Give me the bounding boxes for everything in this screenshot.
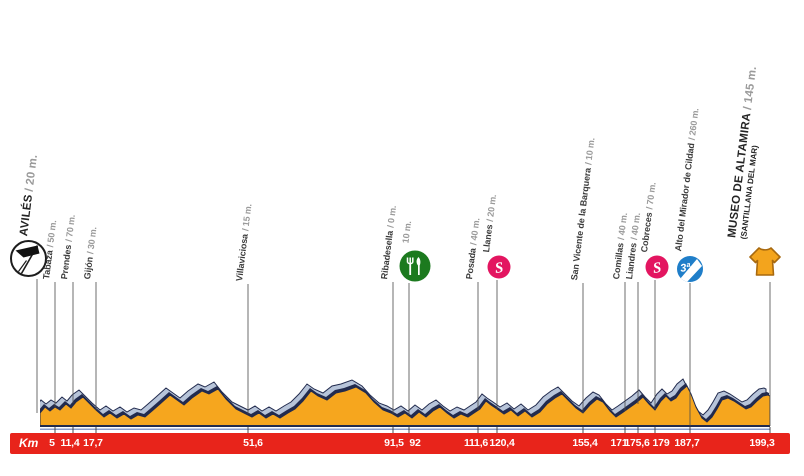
svg-text:S: S: [494, 260, 504, 277]
km-mark: 91,5: [384, 437, 404, 449]
km-distance-bar: Km 5 11,4 17,7 51,6 91,5 92 111,6 120,4 …: [10, 433, 790, 454]
km-mark: 155,4: [572, 437, 598, 449]
km-mark: 175,6: [624, 437, 650, 449]
terrain-graphic: [40, 378, 770, 427]
km-mark: 171: [610, 437, 628, 449]
svg-text:S: S: [652, 260, 662, 277]
km-unit-label: Km: [19, 436, 39, 450]
start-flag-icon: [10, 240, 47, 277]
category-3-climb-icon: 3ª: [677, 256, 703, 282]
km-mark: 51,6: [243, 437, 263, 449]
feed-zone-icon: [399, 250, 431, 282]
km-mark: 92: [409, 437, 421, 449]
sprint-icon-cobreces: S: [645, 255, 669, 279]
svg-text:3ª: 3ª: [679, 261, 692, 274]
km-mark: 187,7: [674, 437, 700, 449]
km-mark: 17,7: [83, 437, 103, 449]
sprint-icon-llanes: S: [487, 255, 511, 279]
leader-jersey-icon: [749, 247, 781, 276]
km-mark: 111,6: [463, 437, 489, 449]
km-mark: 179: [652, 437, 670, 449]
baseline-blue: [40, 428, 770, 430]
baseline-navy: [40, 425, 770, 427]
waypoint-lines: [36, 279, 771, 426]
km-mark: 11,4: [60, 437, 80, 449]
km-mark: 120,4: [489, 437, 515, 449]
km-mark: 5: [49, 437, 55, 449]
km-ticks: [54, 427, 771, 433]
km-mark: 199,3: [749, 437, 775, 449]
